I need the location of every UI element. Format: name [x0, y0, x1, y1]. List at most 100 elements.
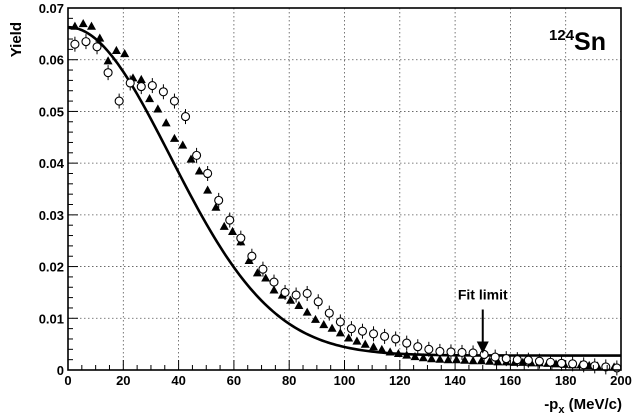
open-circle-marker: [203, 168, 213, 179]
open-circle-marker: [313, 297, 323, 307]
grid: [68, 8, 621, 370]
x-axis-label-subscript: x: [558, 404, 565, 416]
open-circle-marker: [402, 338, 412, 348]
open-circle-marker: [81, 37, 91, 47]
open-circle-marker: [601, 362, 611, 372]
triangle-marker: [153, 104, 163, 113]
open-circle-marker: [557, 358, 567, 368]
x-axis-label-prefix: -p: [544, 396, 558, 413]
open-circle-marker: [424, 344, 434, 354]
fit-limit-arrow-head: [476, 341, 489, 354]
triangle-marker: [219, 221, 229, 230]
open-circle-marker: [523, 355, 533, 365]
open-circle-marker: [435, 346, 445, 356]
data-markers: [70, 19, 622, 376]
open-circle-marker: [479, 349, 489, 360]
triangle-marker: [103, 56, 113, 65]
fit-limit-arrow: [476, 309, 489, 354]
x-tick-label-7: 140: [444, 373, 466, 388]
triangle-marker: [145, 94, 155, 103]
triangle-marker: [310, 314, 320, 323]
triangle-marker: [485, 356, 495, 365]
open-circle-marker: [335, 317, 345, 327]
triangle-marker: [493, 357, 503, 366]
triangle-marker: [169, 133, 179, 142]
triangle-marker: [443, 355, 453, 364]
x-tick-label-10: 200: [610, 373, 632, 388]
triangle-marker: [194, 166, 204, 175]
y-tick-label-2: 0.02: [39, 260, 64, 275]
x-tick-label-0: 0: [64, 373, 71, 388]
open-circle-marker: [291, 290, 301, 300]
triangle-marker: [451, 355, 461, 364]
triangle-marker: [418, 353, 428, 362]
nucleus-mass-number: 124: [549, 27, 575, 44]
triangle-marker: [369, 342, 379, 351]
open-circle-marker: [457, 347, 467, 357]
open-circle-marker: [490, 352, 500, 362]
x-tick-label-5: 100: [334, 373, 356, 388]
triangle-marker: [518, 357, 528, 366]
triangle-marker: [261, 273, 271, 282]
open-circle-marker: [70, 39, 80, 49]
open-circle-marker: [568, 359, 578, 369]
open-circle-marker: [501, 354, 511, 364]
x-tick-label-2: 40: [171, 373, 185, 388]
y-tick-label-7: 0.07: [39, 1, 64, 16]
triangle-marker: [252, 268, 262, 277]
open-circle-marker: [247, 251, 257, 261]
triangle-marker: [136, 74, 146, 83]
y-tick-label-5: 0.05: [39, 104, 64, 119]
x-tick-label-1: 20: [116, 373, 130, 388]
triangle-marker: [286, 295, 296, 304]
y-tick-label-4: 0.04: [39, 156, 65, 171]
triangle-marker: [335, 328, 345, 337]
open-circle-marker: [136, 82, 146, 92]
open-circle-marker: [169, 96, 180, 106]
triangle-marker: [476, 356, 486, 365]
triangle-marker: [460, 355, 470, 364]
y-tick-label-3: 0.03: [39, 208, 64, 223]
y-tick-label-6: 0.06: [39, 53, 64, 68]
open-circle-marker: [258, 264, 268, 274]
triangle-marker: [203, 185, 213, 194]
triangle-marker: [294, 300, 304, 309]
triangle-marker: [178, 140, 188, 149]
x-tick-label-4: 80: [282, 373, 296, 388]
triangle-marker: [228, 226, 238, 236]
nucleus-element: Sn: [574, 28, 606, 56]
tick-labels: 0 20 40 60 80 100 120 140 160 180 200 0 0.01 0.02 0.03…: [39, 1, 632, 388]
triangle-marker: [161, 118, 171, 127]
triangle-marker: [377, 344, 387, 353]
open-circle-marker: [324, 308, 334, 318]
x-axis-label-suffix: (MeV/c): [564, 396, 622, 413]
open-circle-marker: [534, 356, 544, 366]
open-circle-marker: [269, 277, 279, 287]
open-circle-marker: [147, 81, 157, 91]
open-circle-marker: [579, 360, 589, 370]
open-circle-marker: [346, 324, 356, 334]
open-circle-marker: [590, 361, 600, 371]
triangle-marker: [111, 45, 121, 55]
triangle-marker: [95, 33, 105, 42]
triangle-marker: [327, 323, 337, 332]
open-circle-marker: [446, 347, 456, 357]
open-circle-marker: [236, 233, 246, 243]
triangle-marker: [319, 319, 329, 329]
x-tick-label-9: 180: [555, 373, 577, 388]
triangle-marker: [402, 350, 412, 359]
open-circle-marker: [192, 150, 202, 160]
open-circle-marker: [103, 68, 113, 78]
triangle-marker: [211, 202, 221, 211]
open-circle-marker: [380, 331, 390, 341]
axis-ticks: [67, 7, 622, 371]
open-circle-marker: [225, 215, 235, 225]
x-tick-label-6: 120: [389, 373, 411, 388]
open-circle-marker: [125, 78, 135, 88]
open-circle-marker: [391, 334, 401, 344]
triangle-marker: [410, 352, 420, 361]
y-tick-label-0: 0: [57, 363, 64, 378]
triangle-marker: [344, 333, 354, 342]
triangle-marker: [87, 21, 97, 30]
